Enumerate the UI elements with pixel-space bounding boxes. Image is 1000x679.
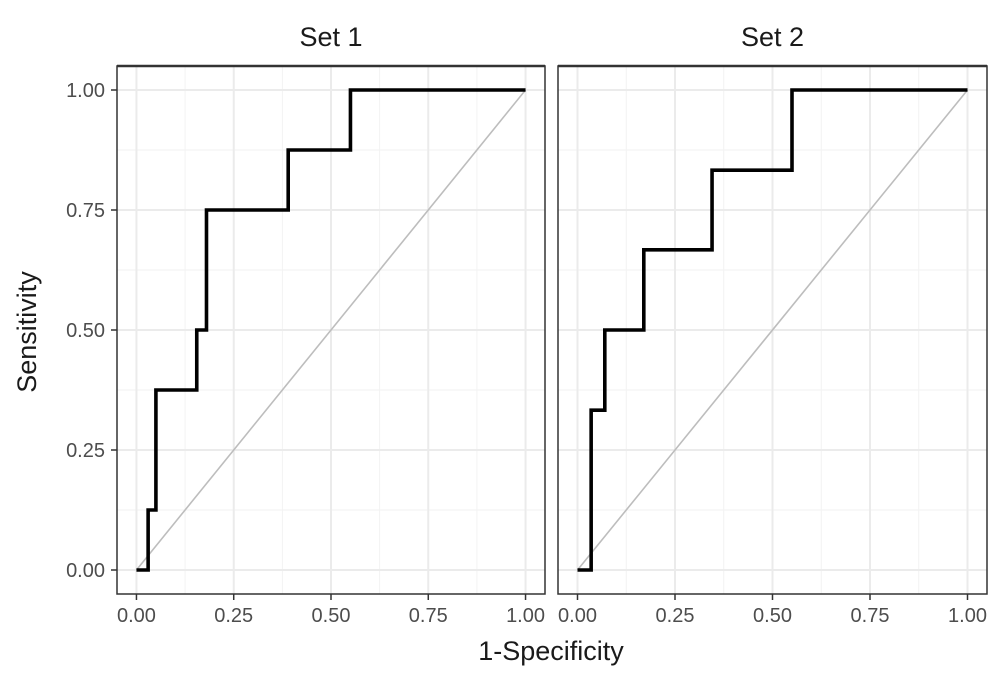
x-tick-label: 0.50 [312,605,351,627]
roc-curve [577,88,968,572]
x-tick-label: 0.25 [214,605,253,627]
x-tick-label: 0.25 [656,605,695,627]
x-tick-label: 0.75 [409,605,448,627]
y-tick-label: 1.00 [66,80,105,102]
x-tick-label: 1.00 [948,605,987,627]
panel-title: Set 1 [299,22,362,52]
strip-background [117,8,545,66]
x-tick-label: 0.00 [558,605,597,627]
x-tick-label: 0.50 [753,605,792,627]
y-tick-label: 0.50 [66,320,105,342]
x-axis-title: 1-Specificity [478,636,624,666]
y-tick-label: 0.75 [66,200,105,222]
roc-curve [136,88,526,572]
reference-diagonal-line [576,89,969,571]
x-tick-label: 1.00 [506,605,545,627]
x-tick-label: 0.75 [851,605,890,627]
y-tick-label: 0.25 [66,440,105,462]
reference-diagonal-line [135,89,527,571]
x-tick-label: 0.00 [117,605,156,627]
strip-background [558,8,987,66]
panel-title: Set 2 [741,22,804,52]
y-tick-label: 0.00 [66,560,105,582]
y-axis-title: Sensitivity [12,271,42,393]
panel-1: Set 1 [116,8,546,595]
panel-2: Set 2 [557,8,988,595]
